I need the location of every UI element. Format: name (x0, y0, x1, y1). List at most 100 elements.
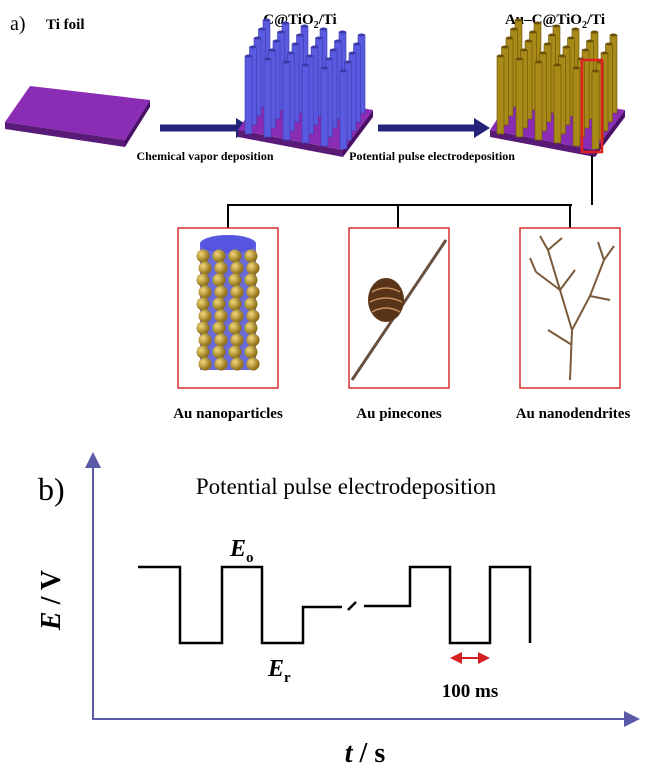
nanorod-top (592, 70, 599, 73)
nanorod-top (521, 49, 528, 52)
gold-particle (213, 346, 226, 359)
gold-particle (247, 334, 260, 347)
gold-particle (215, 286, 228, 299)
gold-particle (199, 334, 212, 347)
nanorod-top (302, 64, 309, 67)
gold-particle (197, 322, 210, 335)
gold-particle (245, 250, 258, 263)
morphology-label: Au pinecones (356, 406, 442, 422)
gold-particle (229, 322, 242, 335)
nanorod-top (316, 37, 323, 40)
gold-particle (229, 346, 242, 359)
x-axis-label: t / s (345, 738, 386, 769)
nanorod-top (345, 61, 352, 64)
gold-particle (197, 250, 210, 263)
nanorod-top (358, 34, 365, 37)
gold-particle (231, 286, 244, 299)
nanorod-top (601, 52, 608, 55)
morphology-label: Au nanodendrites (516, 406, 631, 422)
nanorod-top (502, 46, 509, 49)
nanorod-top (340, 70, 347, 73)
nanorod (535, 62, 542, 140)
step-label: Chemical vapor deposition (136, 149, 273, 163)
nanorod-array (238, 19, 373, 158)
gold-particle (245, 346, 258, 359)
nanorod-top (278, 31, 285, 34)
panel-label: a) (10, 13, 26, 35)
nanorod-top (354, 43, 361, 46)
nanorod-top (273, 40, 280, 43)
gold-particle (215, 334, 228, 347)
figure: a) Ti foil C@TiO2/Ti Au–C@TiO2/Ti Chemic… (0, 0, 652, 769)
gold-particle (245, 274, 258, 287)
nanorod-top (254, 37, 261, 40)
gold-particle (213, 322, 226, 335)
nanorod (497, 56, 504, 134)
nanorod (573, 68, 580, 146)
nanorod-top (311, 46, 318, 49)
nanorod-top (515, 19, 522, 22)
step-label: Potential pulse electrodeposition (349, 149, 515, 163)
gold-particle (231, 334, 244, 347)
nanorod-top (307, 55, 314, 58)
nanorod-top (516, 58, 523, 61)
panel-title: Potential pulse electrodeposition (196, 474, 497, 499)
nanorod-top (534, 22, 541, 25)
gold-particle (229, 274, 242, 287)
nanorod-top (250, 46, 257, 49)
nanorod-top (288, 52, 295, 55)
nanorod-top (349, 52, 356, 55)
potential-label: Er (267, 656, 291, 686)
nanorod-top (330, 49, 337, 52)
gold-particle (197, 346, 210, 359)
nanorod-top (553, 25, 560, 28)
nanorod-top (263, 19, 270, 22)
nanorod-top (572, 28, 579, 31)
gold-particle (197, 298, 210, 311)
nanorod-top (535, 61, 542, 64)
nanorod-top (259, 28, 266, 31)
nanorod-top (339, 31, 346, 34)
nanorod-top (282, 22, 289, 25)
panel-label: b) (38, 471, 65, 507)
nanorod (283, 62, 290, 140)
nanorod-top (610, 34, 617, 37)
page: a) Ti foil C@TiO2/Ti Au–C@TiO2/Ti Chemic… (0, 0, 652, 769)
nanorod-top (606, 43, 613, 46)
gold-particle (199, 358, 212, 371)
nanorod-top (554, 64, 561, 67)
nanorod-top (320, 28, 327, 31)
nanorod-top (582, 49, 589, 52)
nanorod-top (269, 49, 276, 52)
y-axis-label: E / V (36, 570, 67, 631)
nanorod-top (568, 37, 575, 40)
nanorod-top (530, 31, 537, 34)
nanorod (302, 65, 309, 143)
gold-particle (213, 298, 226, 311)
gold-particle (247, 286, 260, 299)
nanorod-top (301, 25, 308, 28)
gold-particle (215, 358, 228, 371)
nanorod-top (511, 28, 518, 31)
gold-particle (199, 262, 212, 275)
gold-particle (199, 286, 212, 299)
nanorod-top (245, 55, 252, 58)
nanorod-top (525, 40, 532, 43)
nanorod-top (321, 67, 328, 70)
nanorod-top (549, 34, 556, 37)
gold-particle (213, 250, 226, 263)
nanorod-top (559, 55, 566, 58)
nanorod (592, 71, 599, 149)
nanorod-top (283, 61, 290, 64)
gold-particle (245, 298, 258, 311)
gold-particle (231, 310, 244, 323)
nanorod-top (573, 67, 580, 70)
nanoparticle-illustration (197, 235, 260, 371)
nanorod-top (292, 43, 299, 46)
nanorod (340, 71, 347, 149)
nanorod (245, 56, 252, 134)
nanorod-top (497, 55, 504, 58)
gold-particle (231, 262, 244, 275)
pulse-width-label: 100 ms (442, 681, 498, 702)
gold-particle (247, 262, 260, 275)
